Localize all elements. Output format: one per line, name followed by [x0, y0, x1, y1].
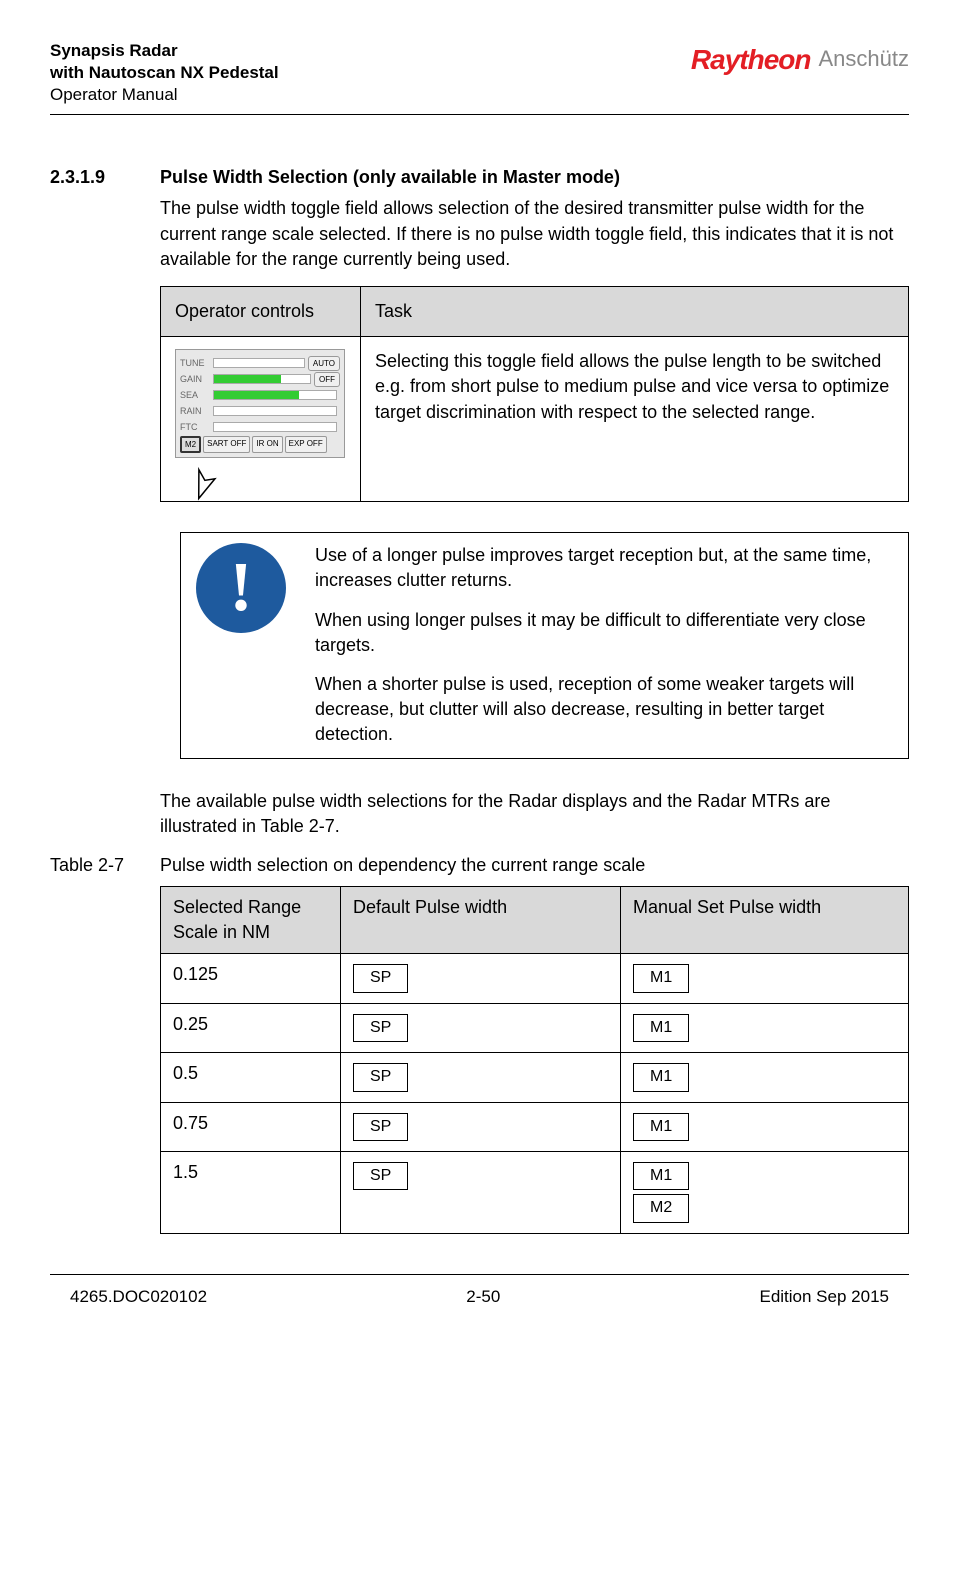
default-pw-cell: SP: [341, 1102, 621, 1151]
after-note-text: The available pulse width selections for…: [160, 789, 909, 839]
range-cell: 0.125: [161, 954, 341, 1003]
doc-type: Operator Manual: [50, 84, 279, 106]
brand-raytheon: Raytheon: [691, 40, 811, 79]
pulse-width-box: M1: [633, 1063, 689, 1091]
cursor-arrow-icon: [177, 456, 228, 507]
default-pw-cell: SP: [341, 954, 621, 1003]
product-line2: with Nautoscan NX Pedestal: [50, 62, 279, 84]
header-right: Raytheon Anschütz: [691, 40, 909, 79]
pulse-width-box: SP: [353, 1063, 408, 1091]
table-row: 1.5SPM1M2: [161, 1152, 909, 1234]
table-row: 0.75 SP M1: [161, 1102, 909, 1151]
manual-pw-cell: M1: [621, 1053, 909, 1102]
pulse-width-box: SP: [353, 1113, 408, 1141]
table2-caption: Table 2-7 Pulse width selection on depen…: [50, 853, 909, 878]
header-left: Synapsis Radar with Nautoscan NX Pedesta…: [50, 40, 279, 106]
manual-pw-cell: M1: [621, 1003, 909, 1052]
section-heading-row: 2.3.1.9 Pulse Width Selection (only avai…: [50, 165, 909, 190]
range-cell: 1.5: [161, 1152, 341, 1234]
footer-doc-id: 4265.DOC020102: [70, 1285, 207, 1309]
brand-anschutz: Anschütz: [819, 44, 910, 75]
manual-pw-cell: M1: [621, 1102, 909, 1151]
note-text: Use of a longer pulse improves target re…: [301, 533, 908, 757]
table1-controls-cell: TUNEAUTO GAINOFF SEA RAIN FTC M2 SART OF…: [161, 337, 361, 502]
pulse-width-box: M1: [633, 964, 689, 992]
exclamation-icon: !: [196, 543, 286, 633]
range-cell: 0.5: [161, 1053, 341, 1102]
pulse-width-box: M1: [633, 1014, 689, 1042]
table1-header-col2: Task: [361, 287, 909, 337]
pulse-width-box: SP: [353, 964, 408, 992]
page-footer: 4265.DOC020102 2-50 Edition Sep 2015: [50, 1285, 909, 1309]
table-row: 0.125 SP M1: [161, 954, 909, 1003]
header-divider: [50, 114, 909, 115]
table2-caption-label: Table 2-7: [50, 853, 160, 878]
product-line1: Synapsis Radar: [50, 40, 279, 62]
range-cell: 0.25: [161, 1003, 341, 1052]
range-cell: 0.75: [161, 1102, 341, 1151]
note-box: ! Use of a longer pulse improves target …: [180, 532, 909, 758]
pulse-width-box: M1: [633, 1113, 689, 1141]
section-title: Pulse Width Selection (only available in…: [160, 165, 620, 190]
pulse-width-box: M1: [633, 1162, 689, 1190]
pulse-width-box: M2: [633, 1194, 689, 1222]
table-row: 0.25 SP M1: [161, 1003, 909, 1052]
pulse-width-table: Selected Range Scale in NM Default Pulse…: [160, 886, 909, 1234]
note-p1: Use of a longer pulse improves target re…: [315, 543, 894, 593]
note-icon-cell: !: [181, 533, 301, 757]
controls-panel-image: TUNEAUTO GAINOFF SEA RAIN FTC M2 SART OF…: [175, 349, 345, 489]
pulse-width-box: SP: [353, 1162, 408, 1190]
table-row: 0.5 SP M1: [161, 1053, 909, 1102]
footer-page: 2-50: [466, 1285, 500, 1309]
manual-pw-cell: M1: [621, 954, 909, 1003]
note-p3: When a shorter pulse is used, reception …: [315, 672, 894, 748]
table1-task-cell: Selecting this toggle field allows the p…: [361, 337, 909, 502]
default-pw-cell: SP: [341, 1053, 621, 1102]
table2-h3: Manual Set Pulse width: [621, 887, 909, 954]
table2-h1: Selected Range Scale in NM: [161, 887, 341, 954]
section-number: 2.3.1.9: [50, 165, 160, 190]
default-pw-cell: SP: [341, 1003, 621, 1052]
pulse-width-box: SP: [353, 1014, 408, 1042]
footer-divider: [50, 1274, 909, 1275]
table1-header-col1: Operator controls: [161, 287, 361, 337]
default-pw-cell: SP: [341, 1152, 621, 1234]
manual-pw-cell: M1M2: [621, 1152, 909, 1234]
table2-caption-text: Pulse width selection on dependency the …: [160, 853, 645, 878]
table2-h2: Default Pulse width: [341, 887, 621, 954]
operator-controls-table: Operator controls Task TUNEAUTO GAINOFF …: [160, 286, 909, 502]
page-header: Synapsis Radar with Nautoscan NX Pedesta…: [50, 40, 909, 106]
footer-edition: Edition Sep 2015: [759, 1285, 889, 1309]
note-p2: When using longer pulses it may be diffi…: [315, 608, 894, 658]
section-intro: The pulse width toggle field allows sele…: [160, 196, 909, 272]
